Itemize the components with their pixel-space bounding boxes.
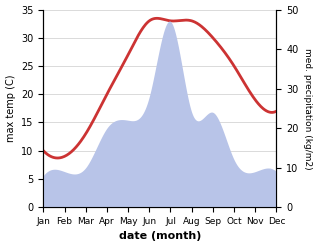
X-axis label: date (month): date (month) (119, 231, 201, 242)
Y-axis label: med. precipitation (kg/m2): med. precipitation (kg/m2) (303, 48, 313, 169)
Y-axis label: max temp (C): max temp (C) (5, 75, 16, 142)
